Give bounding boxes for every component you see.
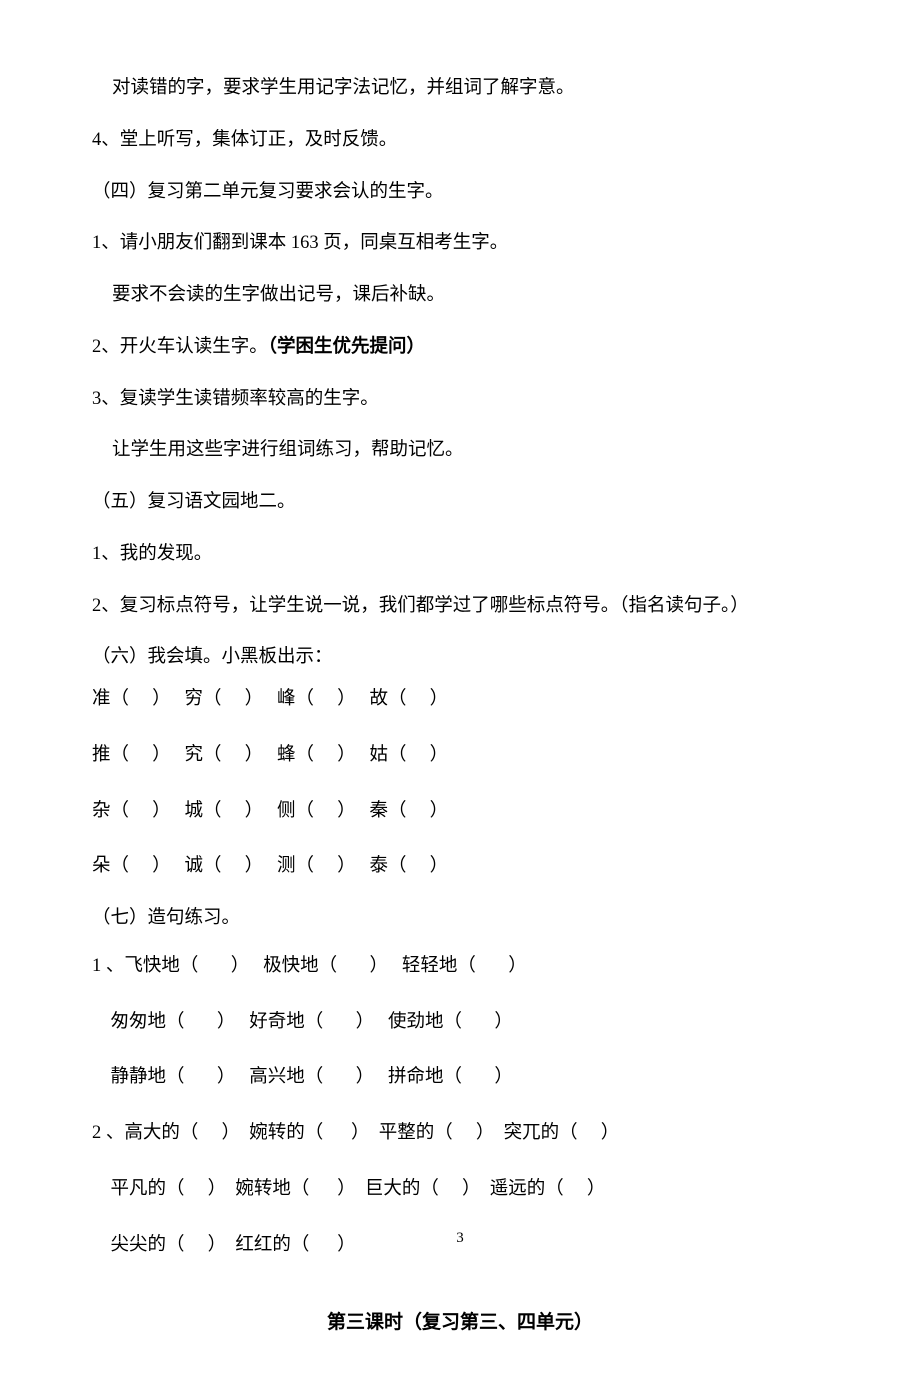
sentence-exercise: 1 、飞快地（ ） 极快地（ ） 轻轻地（ ） 匆匆地（ ） 好奇地（ ） 使劲… [92,953,828,1260]
numbered-item: 1、请小朋友们翻到课本 163 页，同桌互相考生字。 [92,230,828,258]
body-text: 让学生用这些字进行组词练习，帮助记忆。 [92,437,828,465]
fill-blank-row: 杂（ ） 城（ ） 侧（ ） 秦（ ） [92,798,828,826]
document-page: 对读错的字，要求学生用记字法记忆，并组词了解字意。 4、堂上听写，集体订正，及时… [0,0,920,1378]
numbered-item: 3、复读学生读错频率较高的生字。 [92,386,828,414]
sentence-row: 1 、飞快地（ ） 极快地（ ） 轻轻地（ ） [92,953,828,981]
numbered-item: 2、复习标点符号，让学生说一说，我们都学过了哪些标点符号。（指名读句子。） [92,593,828,621]
numbered-item: 1、我的发现。 [92,541,828,569]
sentence-row: 静静地（ ） 高兴地（ ） 拼命地（ ） [92,1064,828,1092]
numbered-item: 4、堂上听写，集体订正，及时反馈。 [92,127,828,155]
body-text: 要求不会读的生字做出记号，课后补缺。 [92,282,828,310]
section-heading: （七）造句练习。 [92,905,828,933]
lesson-heading: 第三课时（复习第三、四单元） [92,1309,828,1338]
fill-blank-row: 推（ ） 究（ ） 蜂（ ） 姑（ ） [92,742,828,770]
numbered-item: 2、开火车认读生字。（学困生优先提问） [92,334,828,362]
section-heading: （五）复习语文园地二。 [92,489,828,517]
fill-blank-table: 准（ ） 穷（ ） 峰（ ） 故（ ） 推（ ） 究（ ） 蜂（ ） 姑（ ） 杂（… [92,686,828,881]
bold-note: （学困生优先提问） [268,337,425,357]
page-number: 3 [0,1230,920,1247]
section-heading: （四）复习第二单元复习要求会认的生字。 [92,179,828,207]
body-text: 对读错的字，要求学生用记字法记忆，并组词了解字意。 [92,75,828,103]
fill-blank-row: 准（ ） 穷（ ） 峰（ ） 故（ ） [92,686,828,714]
section-heading: （六）我会填。小黑板出示： [92,644,828,672]
item-text: 2、开火车认读生字。 [92,337,268,357]
fill-blank-row: 朵（ ） 诚（ ） 测（ ） 泰（ ） [92,853,828,881]
sentence-row: 匆匆地（ ） 好奇地（ ） 使劲地（ ） [92,1009,828,1037]
sentence-row: 2 、高大的（ ） 婉转的（ ） 平整的（ ） 突兀的（ ） [92,1120,828,1148]
sentence-row: 平凡的（ ） 婉转地（ ） 巨大的（ ） 遥远的（ ） [92,1176,828,1204]
